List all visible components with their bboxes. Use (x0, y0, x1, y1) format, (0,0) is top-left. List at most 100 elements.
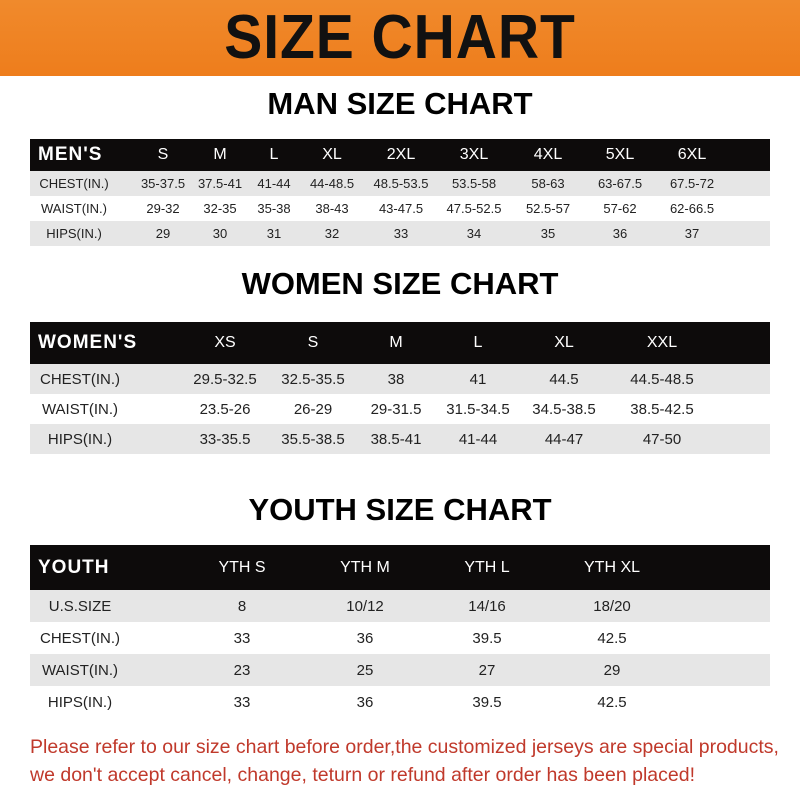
table-header-row: YOUTH YTH S YTH M YTH L YTH XL (30, 545, 770, 590)
table-cell: 35.5-38.5 (281, 430, 345, 448)
table-cell: 31 (266, 226, 282, 241)
table-cell: 34.5-38.5 (532, 400, 596, 418)
size-header: M (213, 146, 227, 163)
header-label: WOMEN'S (38, 332, 138, 353)
notice-line-2: we don't accept cancel, change, teturn o… (30, 764, 695, 786)
table-cell: 29-32 (146, 201, 180, 216)
row-label: CHEST(IN.) (40, 629, 120, 647)
table-cell: 33 (233, 629, 251, 647)
table-cell: 35 (540, 226, 556, 241)
row-label: HIPS(IN.) (47, 693, 113, 711)
row-label: HIPS(IN.) (46, 226, 102, 241)
table-row: WAIST(IN.) 23 25 27 29 (30, 654, 770, 686)
table-cell: 34 (466, 226, 482, 241)
table-cell: 29-31.5 (370, 400, 422, 418)
table-cell: 38.5-41 (370, 430, 422, 448)
banner-title: SIZE CHART (224, 3, 576, 72)
size-header: 6XL (677, 146, 707, 163)
size-header: XL (554, 334, 574, 351)
table-row: HIPS(IN.) 33 36 39.5 42.5 (30, 686, 770, 718)
size-header: XL (322, 146, 342, 163)
table-row: U.S.SIZE 8 10/12 14/16 18/20 (30, 590, 770, 622)
table-row: HIPS(IN.) 29 30 31 32 33 34 35 36 37 (30, 221, 770, 246)
table-cell: 41-44 (257, 176, 291, 191)
table-cell: 31.5-34.5 (446, 400, 510, 418)
table-cell: 36 (356, 629, 374, 647)
size-header: 2XL (386, 146, 416, 163)
row-label: WAIST(IN.) (41, 201, 107, 216)
youth-size-table: YOUTH YTH S YTH M YTH L YTH XL U.S.SIZE 8 10/12… (30, 545, 770, 718)
table-cell: 57-62 (603, 201, 637, 216)
men-size-table: MEN'S S M L XL 2XL 3XL 4XL 5XL 6XL CHEST(IN.) 35-37… (30, 139, 770, 246)
table-cell: 42.5 (597, 693, 627, 711)
table-cell: 47.5-52.5 (446, 201, 502, 216)
size-header: M (389, 334, 403, 351)
table-cell: 35-37.5 (140, 176, 186, 191)
table-cell: 37.5-41 (197, 176, 243, 191)
table-cell: 53.5-58 (451, 176, 497, 191)
table-cell: 42.5 (597, 629, 627, 647)
youth-section-title: YOUTH SIZE CHART (248, 492, 552, 527)
table-cell: 23.5-26 (199, 400, 251, 418)
table-cell: 63-67.5 (597, 176, 643, 191)
size-header: YTH S (218, 558, 266, 576)
table-cell: 23 (233, 661, 251, 679)
row-label: CHEST(IN.) (39, 176, 109, 191)
size-header: L (269, 146, 279, 163)
women-size-table: WOMEN'S XS S M L XL XXL CHEST(IN.) 29.5-32.5 32.5… (30, 322, 770, 454)
size-header: S (157, 146, 169, 163)
table-cell: 26-29 (293, 400, 333, 418)
table-row: CHEST(IN.) 35-37.5 37.5-41 41-44 44-48.5 48.5… (30, 171, 770, 196)
table-cell: 33 (393, 226, 409, 241)
row-label: WAIST(IN.) (41, 661, 119, 679)
table-cell: 35-38 (257, 201, 291, 216)
row-label: U.S.SIZE (48, 597, 112, 615)
table-cell: 44.5-48.5 (630, 370, 694, 388)
table-row: CHEST(IN.) 29.5-32.5 32.5-35.5 38 41 44.5 44.5… (30, 364, 770, 394)
table-cell: 10/12 (346, 597, 384, 615)
table-cell: 32 (324, 226, 340, 241)
table-cell: 29 (155, 226, 171, 241)
table-cell: 41-44 (458, 430, 498, 448)
table-cell: 44.5 (549, 370, 579, 388)
table-cell: 48.5-53.5 (373, 176, 429, 191)
table-cell: 36 (356, 693, 374, 711)
size-header: L (473, 334, 483, 351)
women-section-title: WOMEN SIZE CHART (241, 266, 559, 301)
size-header: XXL (646, 334, 678, 351)
table-cell: 62-66.5 (669, 201, 715, 216)
table-cell: 32-35 (203, 201, 237, 216)
table-cell: 41 (469, 370, 487, 388)
notice-line-1: Please refer to our size chart before or… (30, 736, 779, 758)
table-cell: 29 (603, 661, 621, 679)
table-cell: 67.5-72 (669, 176, 715, 191)
table-cell: 14/16 (468, 597, 506, 615)
table-cell: 18/20 (593, 597, 631, 615)
table-cell: 38.5-42.5 (630, 400, 694, 418)
table-cell: 32.5-35.5 (281, 370, 345, 388)
row-label: CHEST(IN.) (40, 370, 120, 388)
table-cell: 52.5-57 (525, 201, 571, 216)
table-cell: 33-35.5 (199, 430, 251, 448)
table-cell: 43-47.5 (378, 201, 424, 216)
size-header: 3XL (459, 146, 489, 163)
size-header: YTH L (464, 558, 510, 576)
table-cell: 37 (684, 226, 700, 241)
table-cell: 29.5-32.5 (193, 370, 257, 388)
table-cell: 27 (478, 661, 496, 679)
size-header: XS (214, 334, 236, 351)
banner: SIZE CHART (0, 0, 800, 76)
table-header-row: MEN'S S M L XL 2XL 3XL 4XL 5XL 6XL (30, 139, 770, 171)
table-cell: 58-63 (531, 176, 565, 191)
table-cell: 39.5 (472, 693, 502, 711)
table-cell: 38-43 (315, 201, 349, 216)
table-cell: 25 (356, 661, 374, 679)
row-label: WAIST(IN.) (41, 400, 119, 418)
table-cell: 44-47 (544, 430, 584, 448)
table-cell: 36 (612, 226, 628, 241)
row-label: HIPS(IN.) (47, 430, 113, 448)
table-cell: 30 (212, 226, 228, 241)
size-header: YTH M (340, 558, 390, 576)
header-label: MEN'S (38, 144, 103, 165)
table-header-row: WOMEN'S XS S M L XL XXL (30, 322, 770, 364)
